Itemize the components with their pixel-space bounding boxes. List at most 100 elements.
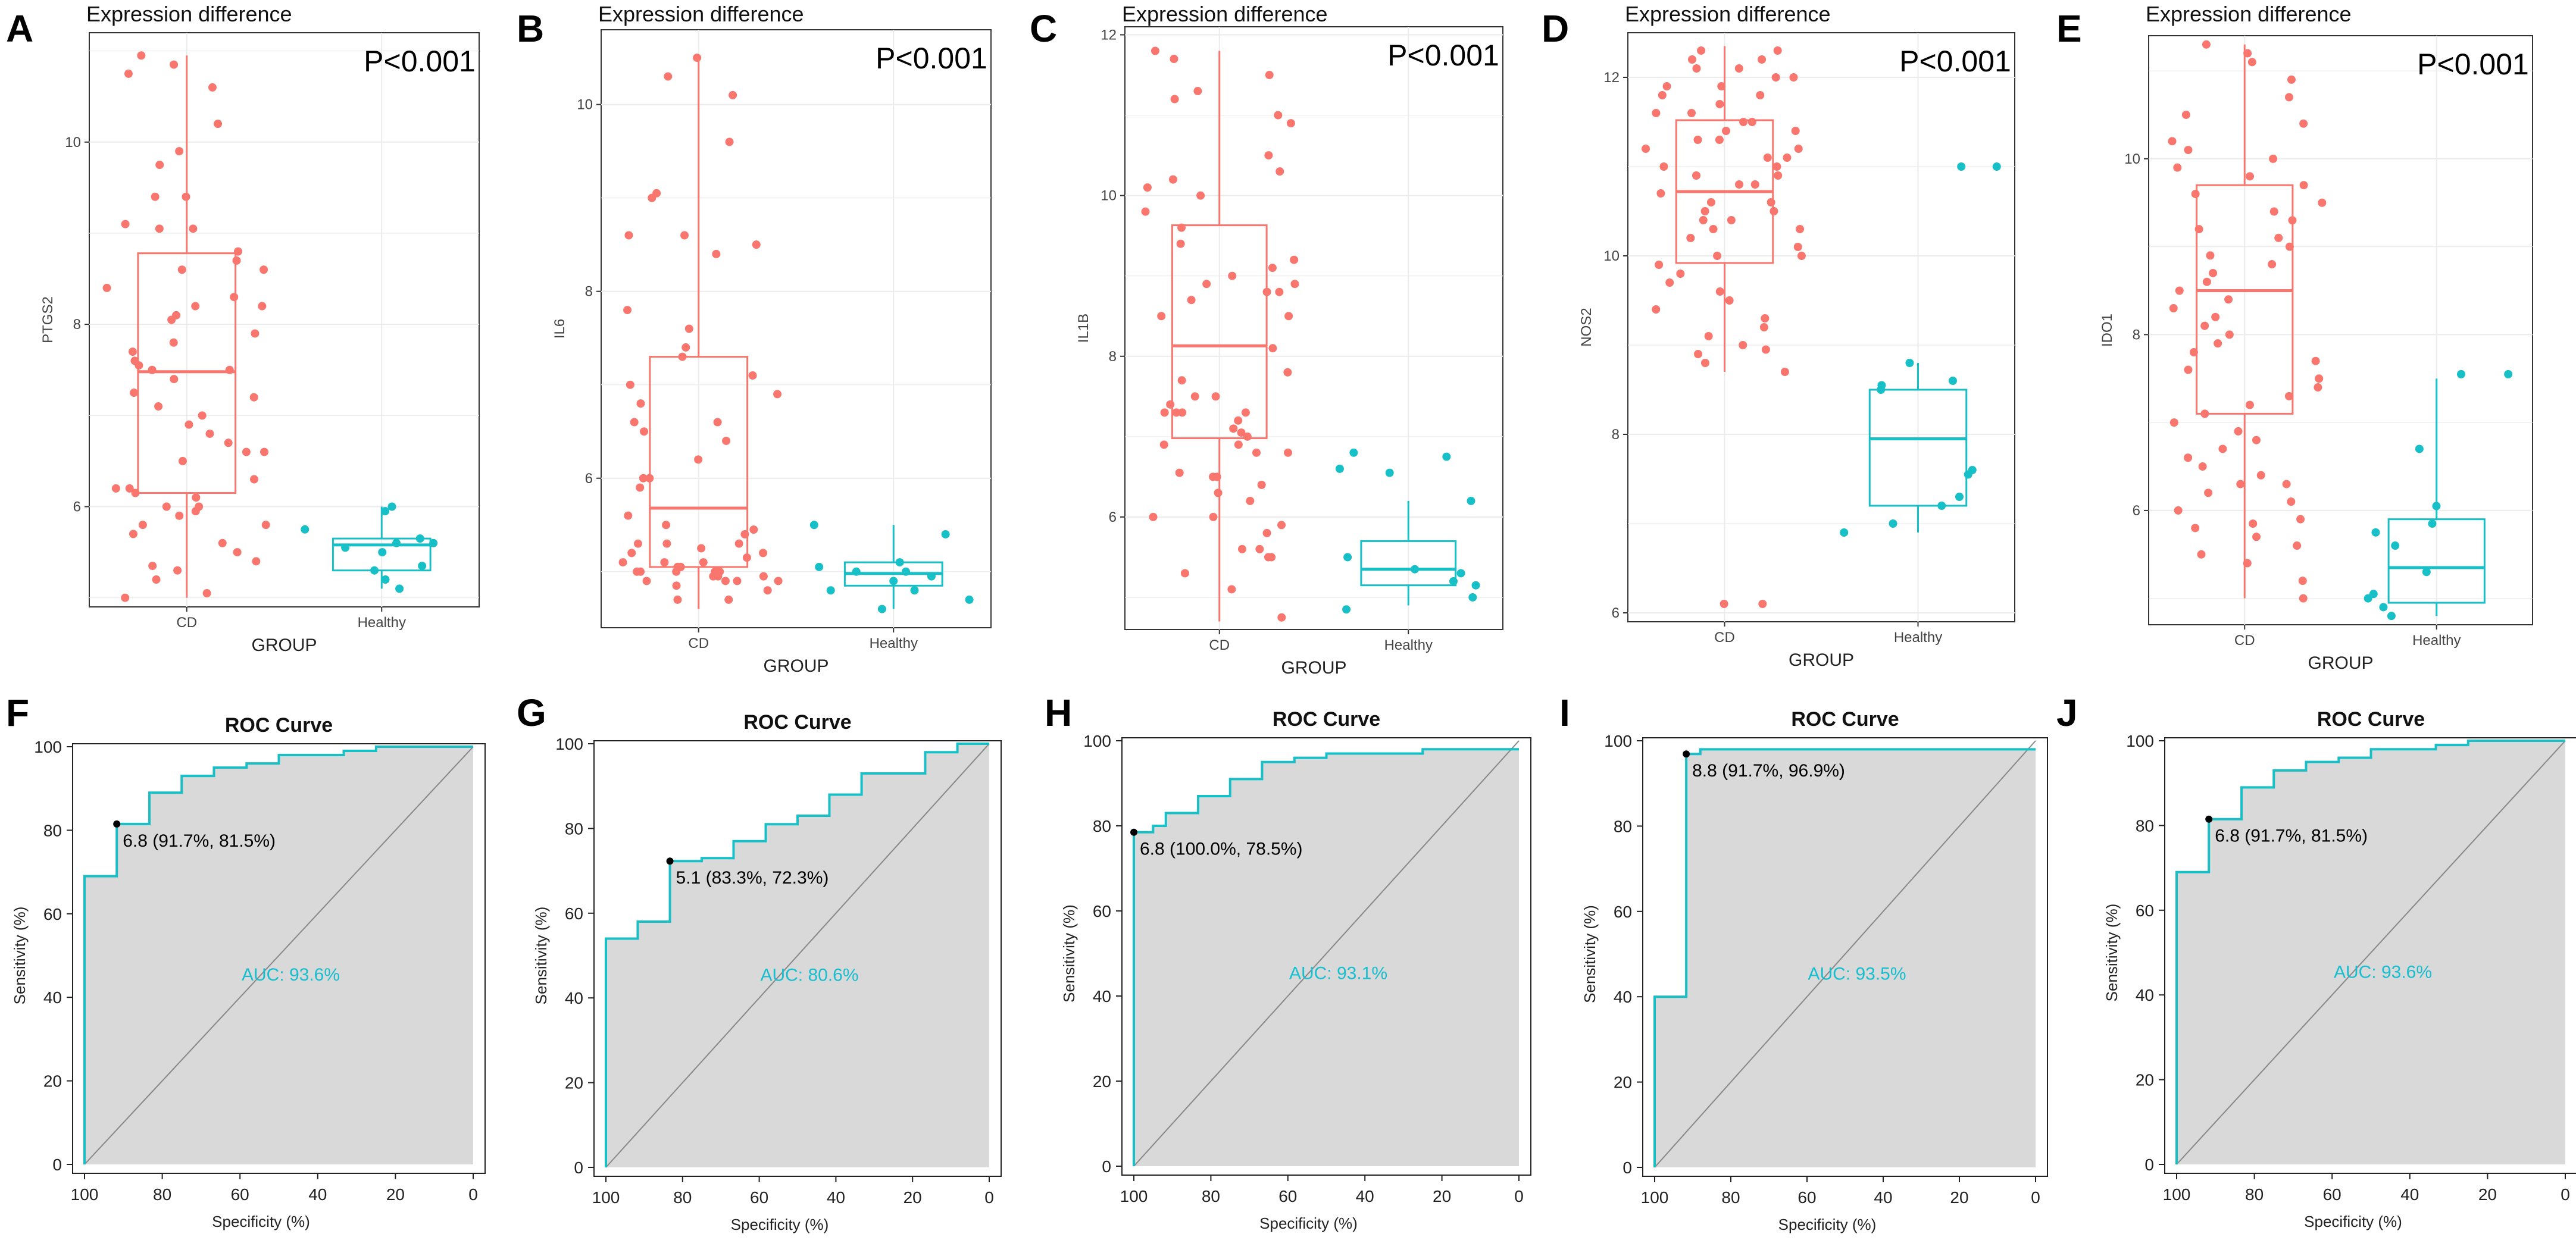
point-cd xyxy=(1794,145,1803,153)
point-cd xyxy=(195,502,204,511)
y-tick-label: 80 xyxy=(43,821,62,840)
point-cd xyxy=(1176,239,1185,248)
point-cd xyxy=(1687,55,1696,64)
plot-frame xyxy=(593,740,1002,1177)
point-cd xyxy=(1209,512,1218,521)
point-cd xyxy=(2299,181,2308,190)
boxplot-panel-a: A Expression difference 6 8 10 CD Healthy GROUP… xyxy=(6,2,480,655)
x-tick-label: 40 xyxy=(1356,1187,1374,1205)
y-tick-label: 80 xyxy=(1093,817,1111,835)
point-cd xyxy=(680,231,689,240)
auc-label: AUC: 93.6% xyxy=(242,965,340,985)
point-cd xyxy=(2184,146,2193,155)
x-tick-label: 80 xyxy=(673,1188,692,1207)
threshold-point xyxy=(1683,750,1690,758)
point-cd xyxy=(2174,506,2183,515)
y-axis-label: PTGS2 xyxy=(40,296,56,343)
panel-label: A xyxy=(6,7,33,50)
point-cd xyxy=(652,189,661,198)
panel-label: J xyxy=(2056,691,2078,734)
point-cd xyxy=(1720,600,1728,608)
plot-area xyxy=(601,29,992,628)
point-cd xyxy=(681,343,690,352)
point-cd xyxy=(124,69,133,78)
point-cd xyxy=(1275,287,1284,296)
point-cd xyxy=(618,558,627,567)
diagonal-reference-line xyxy=(1133,740,1520,1167)
y-tick-label: 40 xyxy=(1614,988,1632,1006)
point-cd xyxy=(2269,207,2278,216)
y-tick-label: 20 xyxy=(565,1074,583,1092)
point-cd xyxy=(2315,374,2324,383)
point-cd xyxy=(1160,408,1169,417)
threshold-point xyxy=(113,820,121,828)
x-tick-label: 60 xyxy=(1797,1188,1816,1207)
point-cd xyxy=(721,577,730,585)
point-healthy xyxy=(2432,502,2441,511)
point-cd xyxy=(1157,312,1166,321)
point-cd xyxy=(740,530,749,538)
panel-label: G xyxy=(517,691,546,734)
point-cd xyxy=(673,562,682,571)
box-iqr xyxy=(2387,518,2486,604)
x-tick-label: 20 xyxy=(1950,1188,1968,1207)
point-healthy xyxy=(1905,359,1914,367)
plot-frame xyxy=(1121,737,1531,1176)
point-cd xyxy=(162,502,171,511)
point-cd xyxy=(1172,408,1181,417)
y-tick-label: 60 xyxy=(2136,901,2154,920)
point-cd xyxy=(182,192,190,201)
point-cd xyxy=(2198,462,2207,471)
point-cd xyxy=(2243,559,2252,568)
point-cd xyxy=(2249,519,2258,528)
x-tick-label: 20 xyxy=(386,1185,405,1204)
point-cd xyxy=(1257,480,1266,489)
point-healthy xyxy=(927,572,936,581)
point-cd xyxy=(1286,119,1295,128)
point-cd xyxy=(1190,392,1199,401)
point-cd xyxy=(626,380,634,389)
point-cd xyxy=(2287,497,2296,506)
point-cd xyxy=(175,147,184,156)
point-cd xyxy=(1772,162,1781,171)
point-healthy xyxy=(381,575,390,584)
point-cd xyxy=(627,549,636,558)
x-axis-label: GROUP xyxy=(1281,658,1346,678)
chart-title: ROC Curve xyxy=(1273,708,1380,731)
point-cd xyxy=(121,220,130,228)
point-healthy xyxy=(815,562,824,571)
box-healthy xyxy=(1868,363,1968,533)
y-axis-label: IL1B xyxy=(1076,314,1092,343)
point-healthy xyxy=(1442,452,1451,461)
point-cd xyxy=(2245,172,2254,181)
point-healthy xyxy=(1467,496,1475,505)
point-cd xyxy=(185,420,193,429)
point-cd xyxy=(2202,277,2211,286)
point-cd xyxy=(2204,488,2213,497)
point-healthy xyxy=(392,538,401,547)
y-axis-label: IL6 xyxy=(552,319,568,339)
point-cd xyxy=(1143,183,1152,192)
point-cd xyxy=(1177,223,1186,232)
point-cd xyxy=(1783,154,1792,162)
point-cd xyxy=(1243,432,1252,441)
point-cd xyxy=(699,558,708,567)
point-cd xyxy=(1747,118,1756,126)
point-cd xyxy=(724,595,733,604)
x-tick-label: 60 xyxy=(1278,1187,1297,1205)
point-cd xyxy=(155,161,164,170)
point-cd xyxy=(633,539,642,548)
point-cd xyxy=(2200,409,2209,418)
point-healthy xyxy=(902,567,911,576)
point-cd xyxy=(249,393,258,402)
p-value-label: P<0.001 xyxy=(1899,45,2011,78)
point-cd xyxy=(148,562,157,571)
threshold-label: 6.8 (100.0%, 78.5%) xyxy=(1140,840,1303,859)
point-cd xyxy=(137,51,146,60)
point-cd xyxy=(218,538,227,547)
point-healthy xyxy=(2415,444,2424,453)
point-healthy xyxy=(2391,541,2400,550)
chart-title: ROC Curve xyxy=(2317,708,2425,731)
point-cd xyxy=(759,572,768,581)
point-cd xyxy=(1700,359,1709,367)
